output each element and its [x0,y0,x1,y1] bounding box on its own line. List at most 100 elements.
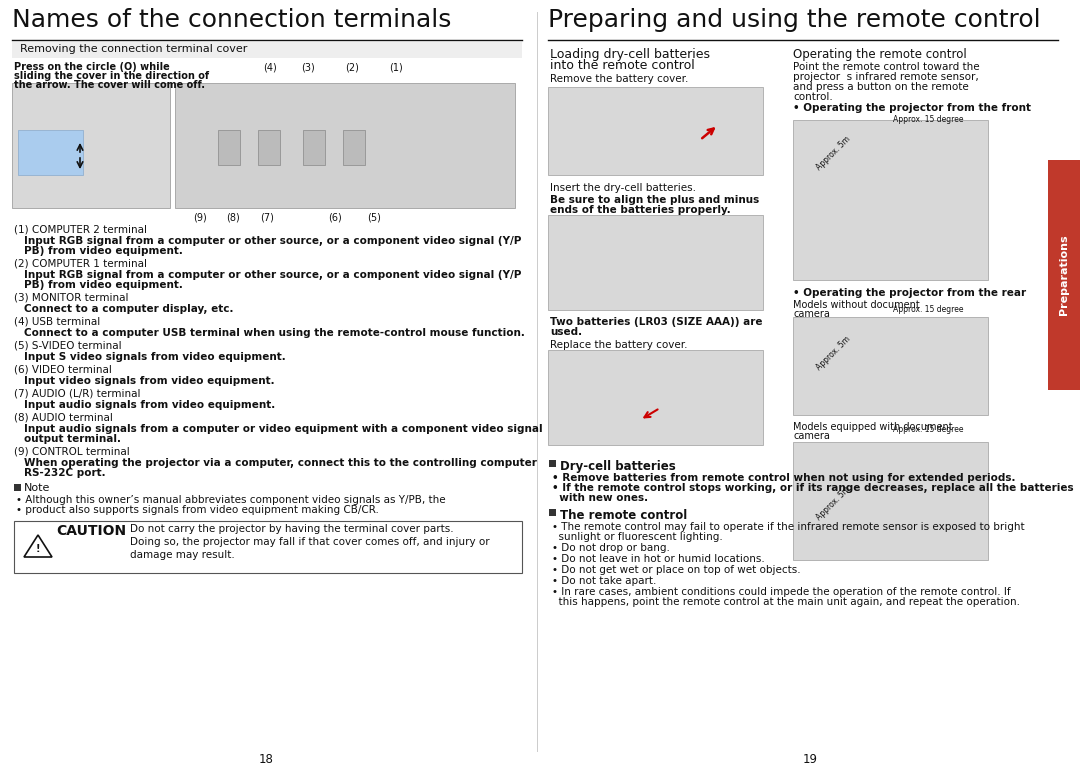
Text: • Operating the projector from the rear: • Operating the projector from the rear [793,288,1026,298]
Text: • Do not take apart.: • Do not take apart. [552,576,657,586]
Text: 18: 18 [258,753,273,763]
Text: Preparations: Preparations [1059,235,1069,315]
Text: control.: control. [793,92,833,102]
Text: Approx. 5m: Approx. 5m [815,134,852,172]
Text: • The remote control may fail to operate if the infrared remote sensor is expose: • The remote control may fail to operate… [552,522,1025,532]
Text: Approx. 5m: Approx. 5m [815,485,852,522]
Text: Do not carry the projector by having the terminal cover parts.: Do not carry the projector by having the… [130,524,454,534]
FancyBboxPatch shape [793,120,988,280]
Text: Press on the circle (O) while: Press on the circle (O) while [14,62,170,72]
Text: Note: Note [24,483,51,493]
Text: CAUTION: CAUTION [56,524,126,538]
Text: damage may result.: damage may result. [130,550,234,560]
Text: Names of the connection terminals: Names of the connection terminals [12,8,451,32]
Text: Input audio signals from video equipment.: Input audio signals from video equipment… [24,400,275,410]
FancyBboxPatch shape [548,350,762,445]
Text: • Do not leave in hot or humid locations.: • Do not leave in hot or humid locations… [552,554,765,564]
FancyBboxPatch shape [258,130,280,165]
Bar [549,460,556,467]
Bar [549,509,556,516]
Text: Approx. 15 degree: Approx. 15 degree [893,305,963,314]
Text: Insert the dry-cell batteries.: Insert the dry-cell batteries. [550,183,696,193]
Text: (6): (6) [328,212,342,222]
Text: projector  s infrared remote sensor,: projector s infrared remote sensor, [793,72,978,82]
Text: used.: used. [550,327,582,337]
Text: When operating the projector via a computer, connect this to the controlling com: When operating the projector via a compu… [24,458,537,468]
FancyBboxPatch shape [343,130,365,165]
FancyBboxPatch shape [303,130,325,165]
Text: (2): (2) [346,62,359,72]
Text: (5): (5) [367,212,381,222]
Text: Approx. 5m: Approx. 5m [815,334,852,372]
Text: this happens, point the remote control at the main unit again, and repeat the op: this happens, point the remote control a… [552,597,1020,607]
Text: Input video signals from video equipment.: Input video signals from video equipment… [24,376,274,386]
Text: ends of the batteries properly.: ends of the batteries properly. [550,205,731,215]
Text: Models without document: Models without document [793,300,920,310]
FancyBboxPatch shape [793,317,988,415]
Text: • product also supports signals from video equipment making CB/CR.: • product also supports signals from vid… [16,505,379,515]
Text: (3): (3) [301,62,315,72]
FancyBboxPatch shape [548,215,762,310]
Text: (3) MONITOR terminal: (3) MONITOR terminal [14,293,129,303]
Text: (9): (9) [193,212,207,222]
Text: • Operating the projector from the front: • Operating the projector from the front [793,103,1031,113]
Text: and press a button on the remote: and press a button on the remote [793,82,969,92]
Text: Models equipped with document: Models equipped with document [793,422,953,432]
Text: into the remote control: into the remote control [550,59,694,72]
Bar [1048,160,1080,390]
Text: Approx. 15 degree: Approx. 15 degree [893,425,963,434]
Text: PB) from video equipment.: PB) from video equipment. [24,280,183,290]
Text: Doing so, the projector may fall if that cover comes off, and injury or: Doing so, the projector may fall if that… [130,537,489,547]
Text: PB) from video equipment.: PB) from video equipment. [24,246,183,256]
Text: • Although this owner’s manual abbreviates component video signals as Y/PB, the: • Although this owner’s manual abbreviat… [16,495,446,505]
Text: (1): (1) [389,62,403,72]
Text: camera: camera [793,309,829,319]
Text: (5) S-VIDEO terminal: (5) S-VIDEO terminal [14,341,122,351]
FancyBboxPatch shape [793,442,988,560]
Text: !: ! [36,544,40,554]
FancyBboxPatch shape [18,130,83,175]
Text: the arrow. The cover will come off.: the arrow. The cover will come off. [14,80,205,90]
Text: Approx. 15 degree: Approx. 15 degree [893,115,963,124]
Text: Connect to a computer display, etc.: Connect to a computer display, etc. [24,304,233,314]
Text: RS-232C port.: RS-232C port. [24,468,106,478]
Text: Input RGB signal from a computer or other source, or a component video signal (Y: Input RGB signal from a computer or othe… [24,236,522,246]
Text: (9) CONTROL terminal: (9) CONTROL terminal [14,447,130,457]
Text: Dry-cell batteries: Dry-cell batteries [561,460,676,473]
Text: (8): (8) [226,212,240,222]
FancyBboxPatch shape [175,83,515,208]
Text: Removing the connection terminal cover: Removing the connection terminal cover [21,44,247,54]
FancyBboxPatch shape [218,130,240,165]
Text: • Do not get wet or place on top of wet objects.: • Do not get wet or place on top of wet … [552,565,800,575]
Text: Input RGB signal from a computer or other source, or a component video signal (Y: Input RGB signal from a computer or othe… [24,270,522,280]
Text: sliding the cover in the direction of: sliding the cover in the direction of [14,71,210,81]
Text: Operating the remote control: Operating the remote control [793,48,967,61]
Text: Remove the battery cover.: Remove the battery cover. [550,74,688,84]
Text: Point the remote control toward the: Point the remote control toward the [793,62,980,72]
Text: Input S video signals from video equipment.: Input S video signals from video equipme… [24,352,286,362]
Text: with new ones.: with new ones. [552,493,648,503]
Text: (7) AUDIO (L/R) terminal: (7) AUDIO (L/R) terminal [14,389,140,399]
Text: Two batteries (LR03 (SIZE AAA)) are: Two batteries (LR03 (SIZE AAA)) are [550,317,762,327]
FancyBboxPatch shape [12,83,170,208]
Text: camera: camera [793,431,829,441]
Text: (4) USB terminal: (4) USB terminal [14,317,100,327]
Bar [14,484,21,491]
Text: Replace the battery cover.: Replace the battery cover. [550,340,688,350]
Text: Be sure to align the plus and minus: Be sure to align the plus and minus [550,195,759,205]
FancyBboxPatch shape [548,87,762,175]
Text: (2) COMPUTER 1 terminal: (2) COMPUTER 1 terminal [14,259,147,269]
Text: (1) COMPUTER 2 terminal: (1) COMPUTER 2 terminal [14,225,147,235]
Text: The remote control: The remote control [561,509,687,522]
Text: • In rare cases, ambient conditions could impede the operation of the remote con: • In rare cases, ambient conditions coul… [552,587,1011,597]
Text: (6) VIDEO terminal: (6) VIDEO terminal [14,365,112,375]
Text: • Do not drop or bang.: • Do not drop or bang. [552,543,670,553]
Polygon shape [24,535,52,557]
Text: 19: 19 [802,753,818,763]
Bar [12,42,522,58]
Text: • Remove batteries from remote control when not using for extended periods.: • Remove batteries from remote control w… [552,473,1015,483]
FancyBboxPatch shape [14,521,522,573]
Text: • If the remote control stops working, or if its range decreases, replace all th: • If the remote control stops working, o… [552,483,1074,493]
Text: (7): (7) [260,212,274,222]
Text: sunlight or fluorescent lighting.: sunlight or fluorescent lighting. [552,532,723,542]
